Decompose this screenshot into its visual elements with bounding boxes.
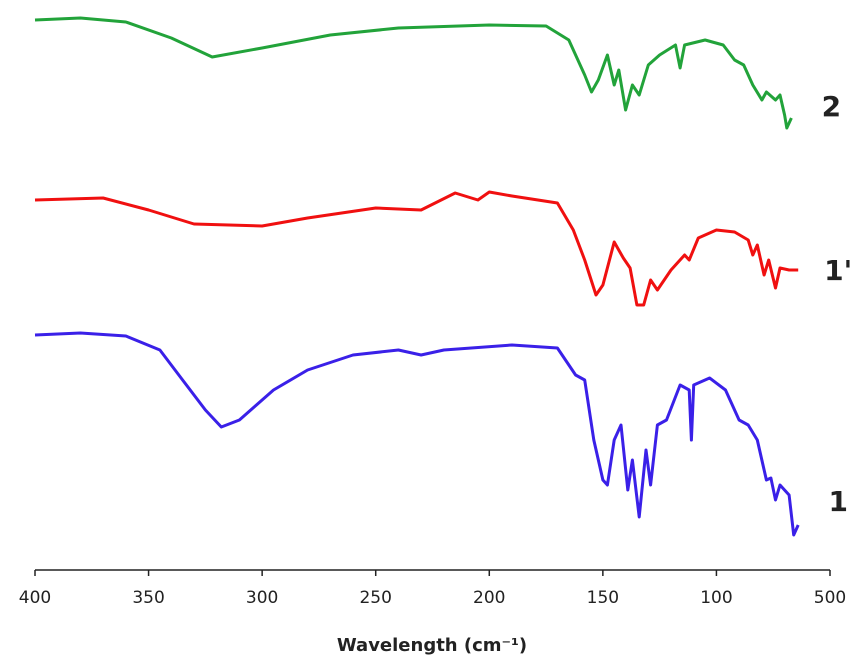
spectrum-line bbox=[34, 190, 799, 307]
x-tick-label: 200 bbox=[473, 588, 505, 608]
series-label: 1' bbox=[824, 254, 852, 287]
x-tick-label: 250 bbox=[359, 588, 391, 608]
x-tick-label: 150 bbox=[587, 588, 619, 608]
spectrum-line bbox=[34, 331, 800, 537]
series-label: 2 bbox=[822, 90, 841, 123]
x-tick-label: 300 bbox=[246, 588, 278, 608]
x-tick-label: 350 bbox=[132, 588, 164, 608]
spectrum-line bbox=[34, 16, 793, 130]
x-tick-label: 500 bbox=[814, 588, 846, 608]
x-tick-label: 400 bbox=[19, 588, 51, 608]
series-label: 1 bbox=[828, 485, 847, 518]
x-tick-label: 100 bbox=[700, 588, 732, 608]
x-axis-label: Wavelength (cm⁻¹) bbox=[337, 635, 527, 656]
